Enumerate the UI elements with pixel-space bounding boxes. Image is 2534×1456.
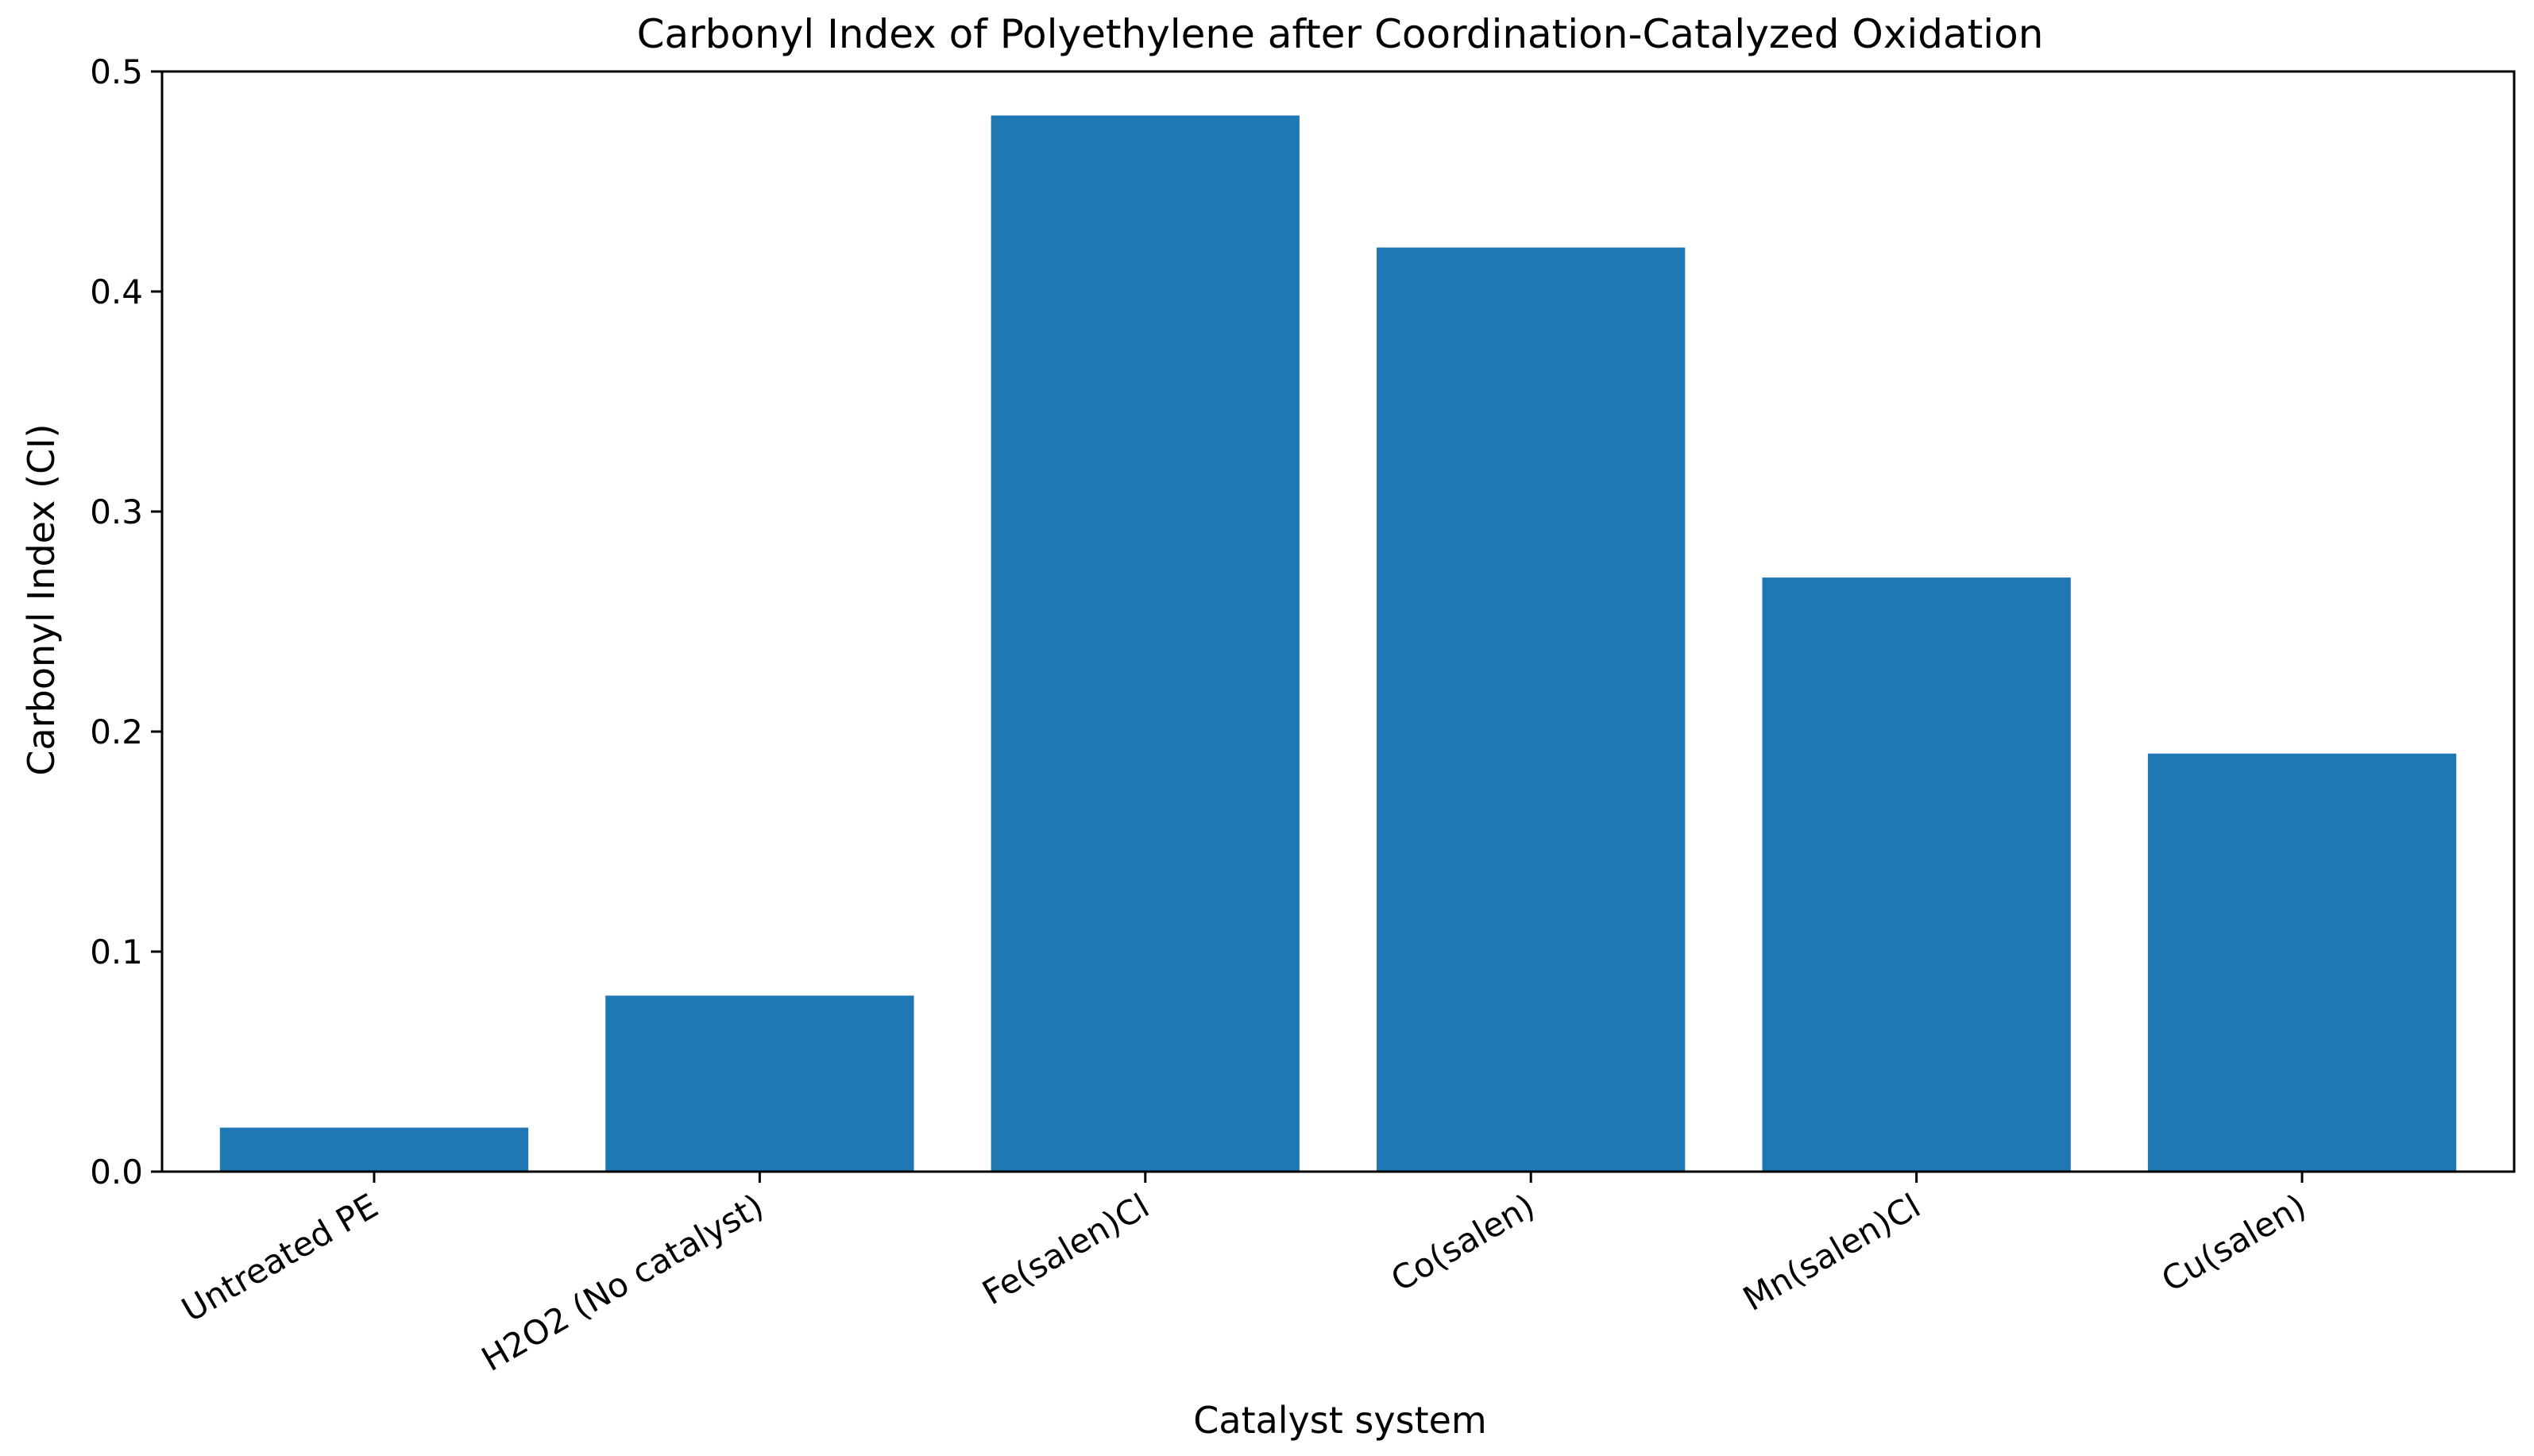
axes-layer: Untreated PE H2O2 (No catalyst) Fe(salen)C… (90, 52, 2516, 1379)
y-tick-label-0: 0.0 (90, 1153, 143, 1191)
y-tick-label-3: 0.3 (90, 492, 143, 531)
y-tick-label-5: 0.5 (90, 52, 143, 91)
x-tick-label-2: Fe(salen)Cl (975, 1186, 1155, 1312)
x-tick-label-4: Mn(salen)Cl (1736, 1186, 1927, 1319)
y-tick-label-4: 0.4 (90, 272, 143, 311)
chart-title: Carbonyl Index of Polyethylene after Coo… (637, 11, 2044, 57)
plot-frame (160, 70, 2516, 1173)
x-tick-label-0: Untreated PE (176, 1186, 384, 1329)
bar-0 (219, 1127, 529, 1172)
x-tick-label-3: Co(salen) (1385, 1186, 1541, 1299)
x-tick-label-5: Cu(salen) (2155, 1186, 2312, 1300)
bar-1 (605, 995, 914, 1172)
x-axis-label: Catalyst system (1193, 1399, 1486, 1442)
y-tick-label-2: 0.2 (90, 713, 143, 751)
bar-4 (1762, 577, 2071, 1172)
x-tick-label-1: H2O2 (No catalyst) (475, 1186, 770, 1379)
bar-3 (1377, 247, 1686, 1172)
y-axis-label: Carbonyl Index (CI) (20, 423, 63, 775)
bar-5 (2147, 753, 2457, 1172)
bars-layer (219, 115, 2457, 1172)
y-tick-label-1: 0.1 (90, 933, 143, 971)
bar-2 (991, 115, 1300, 1172)
